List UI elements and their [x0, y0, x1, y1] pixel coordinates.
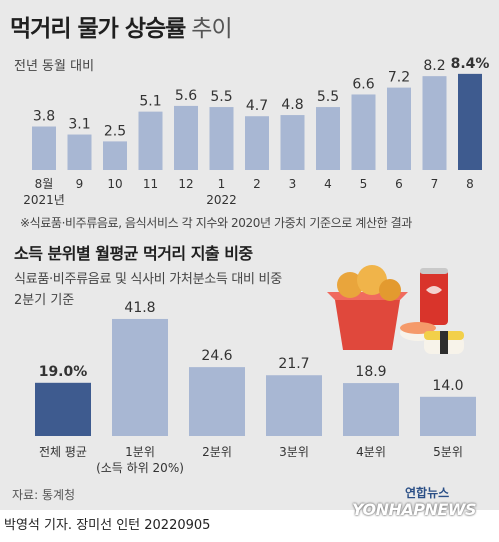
bar-month-8 — [316, 107, 340, 170]
value-label-1: 3.1 — [68, 117, 90, 133]
bar-month-0 — [32, 126, 56, 170]
value-label-quintile-0: 19.0% — [39, 364, 88, 380]
chart-title: 먹거리 물가 상승률 추이 — [10, 16, 233, 42]
value-label-11: 8.2 — [423, 58, 445, 74]
calculation-note: ※식료품·비주류음료, 음식서비스 각 지수와 2020년 가중치 기준으로 계… — [20, 216, 412, 230]
bar-month-2 — [103, 141, 127, 170]
bar-quintile-4 — [343, 383, 399, 436]
soda-can-icon — [420, 268, 448, 325]
x-tick-quintile-0: 전체 평균 — [39, 445, 87, 459]
bar-month-7 — [280, 115, 305, 170]
x-tick-quintile-3: 3분위 — [279, 445, 309, 459]
value-label-quintile-4: 18.9 — [355, 364, 386, 380]
value-label-5: 5.5 — [210, 89, 232, 105]
x-tick-quintile-4: 4분위 — [356, 445, 386, 459]
bar-month-3 — [138, 111, 163, 170]
bar-quintile-3 — [266, 375, 322, 436]
bar-quintile-5 — [420, 396, 476, 436]
x-tick-quintile-2: 2분위 — [202, 445, 232, 459]
value-label-8: 5.5 — [317, 89, 339, 105]
x-tick-0: 8월 — [35, 177, 54, 191]
x-sublabel-5: 2022 — [206, 193, 237, 207]
bar-month-12 — [458, 73, 482, 170]
x-tick-7: 3 — [289, 177, 297, 191]
x-tick-1: 9 — [76, 177, 84, 191]
x-tick-9: 5 — [360, 177, 368, 191]
bar-month-4 — [174, 105, 198, 170]
bar-month-11 — [422, 76, 447, 170]
source-text: 자료: 통계청 — [12, 488, 76, 502]
value-label-2: 2.5 — [104, 123, 126, 139]
chicken-box-icon — [327, 265, 408, 350]
value-label-6: 4.7 — [246, 98, 268, 114]
bar-quintile-1 — [112, 318, 168, 436]
bar-month-6 — [245, 116, 269, 170]
section2-subtitle: 식료품·비주류음료 및 식사비 가처분소득 대비 비중 — [14, 272, 282, 287]
x-tick-quintile-1: 1분위 — [125, 445, 155, 459]
value-label-4: 5.6 — [175, 88, 197, 104]
value-label-quintile-2: 24.6 — [201, 348, 232, 364]
x-tick-12: 8 — [466, 177, 474, 191]
bar-quintile-0 — [35, 382, 91, 436]
x-tick-2: 10 — [107, 177, 122, 191]
value-label-12: 8.4% — [451, 56, 490, 72]
value-label-quintile-1: 41.8 — [124, 300, 155, 316]
bar-month-9 — [351, 94, 376, 170]
sushi-icon — [400, 322, 464, 354]
x-tick-6: 2 — [253, 177, 261, 191]
section2-title: 소득 분위별 월평균 먹거리 지출 비중 — [14, 244, 253, 263]
value-label-9: 6.6 — [352, 76, 374, 92]
x-tick-11: 7 — [431, 177, 439, 191]
bar-month-10 — [387, 87, 411, 170]
x-tick-quintile-5: 5분위 — [433, 445, 463, 459]
x-sublabel-quintile-1: (소득 하위 20%) — [96, 461, 184, 475]
value-label-0: 3.8 — [33, 109, 55, 125]
x-sublabel-0: 2021년 — [23, 193, 65, 207]
spending-share-bar-chart: 19.0% 전체 평균 41.8 1분위 (소득 하위 20%) 24.6 2분위 21.7 3… — [35, 300, 476, 475]
brand-logo-english: YONHAPNEWS — [352, 500, 477, 519]
bar-quintile-2 — [189, 367, 245, 436]
x-tick-4: 12 — [178, 177, 193, 191]
chart-subtitle: 전년 동월 대비 — [14, 59, 95, 74]
value-label-quintile-5: 14.0 — [432, 378, 463, 394]
x-tick-8: 4 — [324, 177, 332, 191]
x-tick-3: 11 — [143, 177, 158, 191]
brand-logo-korean: 연합뉴스 — [405, 486, 450, 500]
x-tick-5: 1 — [218, 177, 226, 191]
value-label-10: 7.2 — [388, 70, 410, 86]
value-label-7: 4.8 — [281, 97, 303, 113]
x-tick-10: 6 — [395, 177, 403, 191]
chart-title-suffix: 추이 — [191, 16, 232, 42]
inflation-bar-chart: 3.8 8월 2021년 3.1 9 2.5 10 5.1 11 5.6 12 5.5 1 2022 4.7… — [23, 56, 490, 207]
value-label-quintile-3: 21.7 — [278, 356, 309, 372]
bar-month-5 — [209, 107, 234, 170]
value-label-3: 5.1 — [139, 94, 161, 110]
bar-month-1 — [67, 134, 92, 170]
credit-line: 박영석 기자. 장미선 인턴 20220905 — [4, 518, 211, 533]
section2-period: 2분기 기준 — [14, 293, 75, 308]
